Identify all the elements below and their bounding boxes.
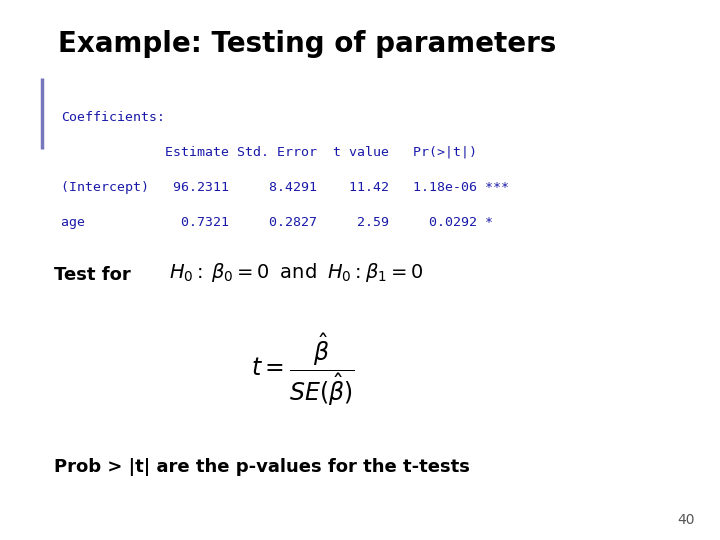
Text: Example: Testing of parameters: Example: Testing of parameters [58,30,556,58]
Text: Coefficients:: Coefficients: [61,111,165,124]
Text: Estimate Std. Error  t value   Pr(>|t|): Estimate Std. Error t value Pr(>|t|) [61,146,477,159]
Text: age            0.7321     0.2827     2.59     0.0292 *: age 0.7321 0.2827 2.59 0.0292 * [61,216,493,229]
Text: Prob > |t| are the p-values for the t-tests: Prob > |t| are the p-values for the t-te… [54,458,470,476]
Text: 40: 40 [678,512,695,526]
Text: (Intercept)   96.2311     8.4291    11.42   1.18e-06 ***: (Intercept) 96.2311 8.4291 11.42 1.18e-0… [61,181,509,194]
Text: $t = \dfrac{\hat{\beta}}{SE(\hat{\beta})}$: $t = \dfrac{\hat{\beta}}{SE(\hat{\beta})… [251,332,354,408]
Text: $H_0:\: \beta_0 = 0 \;\; \mathrm{and} \;\; H_0 : \beta_1 = 0$: $H_0:\: \beta_0 = 0 \;\; \mathrm{and} \;… [169,261,424,284]
Text: Test for: Test for [54,266,131,285]
